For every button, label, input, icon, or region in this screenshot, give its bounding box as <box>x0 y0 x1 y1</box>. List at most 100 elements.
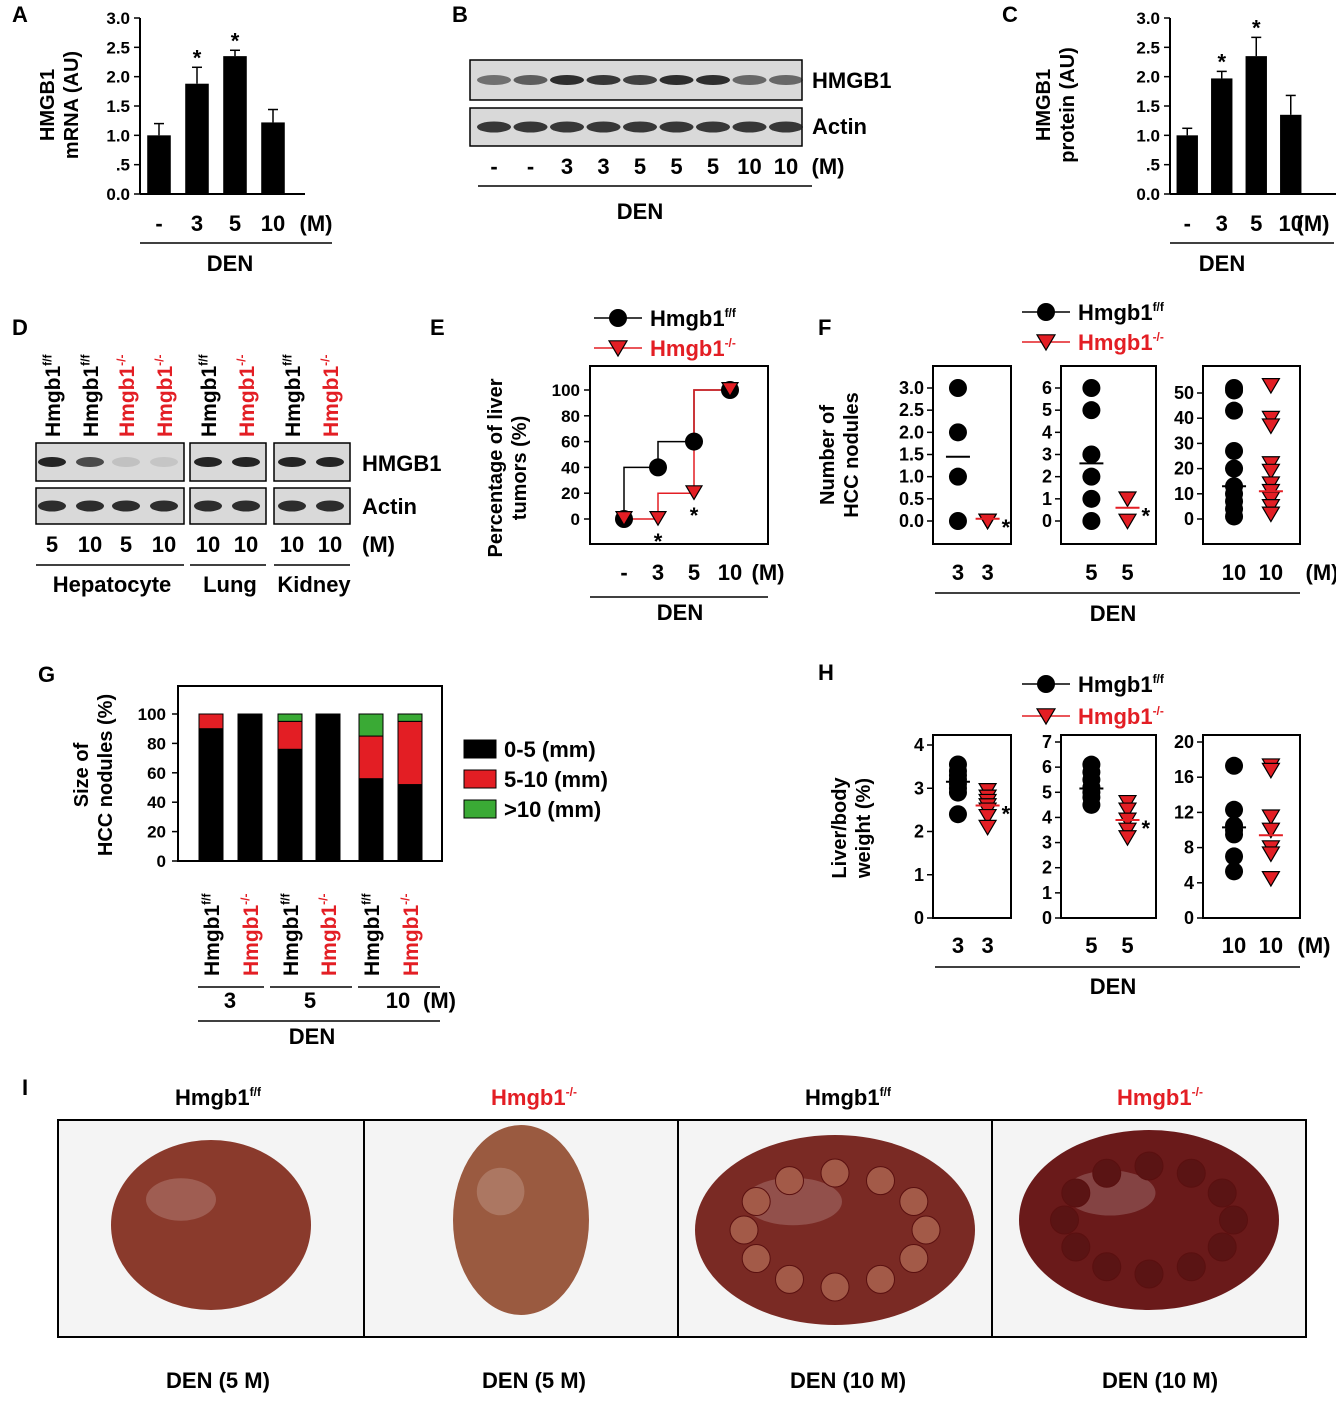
band-hmgb1 <box>477 75 511 85</box>
band-actin <box>76 500 104 512</box>
tumor-nodule <box>1092 1158 1122 1188</box>
unit-label: (M) <box>362 532 395 557</box>
bar-label: Hmgb1-/- <box>239 893 263 976</box>
point-ff <box>1225 381 1244 400</box>
unit-label: (M) <box>423 988 456 1013</box>
y-tick-label: 60 <box>147 764 166 783</box>
legend-label-ff: Hmgb1f/f <box>650 306 737 331</box>
y-tick-label: 0.0 <box>1136 185 1160 204</box>
point-ko <box>978 513 998 530</box>
bar <box>1280 114 1302 194</box>
y-tick-label: 50 <box>1174 383 1194 403</box>
y-tick-label: 3.0 <box>106 9 130 28</box>
point-ko <box>684 485 704 501</box>
y-axis-label-2: HCC nodules (%) <box>95 694 117 856</box>
significance-star: * <box>1217 49 1226 74</box>
band-label-hmgb1: HMGB1 <box>812 68 891 93</box>
x-tick-label: 3 <box>981 933 993 958</box>
tumor-nodule <box>1176 1158 1206 1188</box>
point-ff <box>948 783 967 802</box>
tumor-nodule <box>1061 1232 1091 1262</box>
panel-i: I Hmgb1f/f DEN (5 M) Hmgb1-/- DEN (5 M) Hmgb… <box>22 1075 1307 1393</box>
y-tick-label: 6 <box>1042 757 1052 777</box>
x-tick-label: 10 <box>1222 560 1246 585</box>
month-label: 10 <box>234 532 258 557</box>
bar-label: Hmgb1f/f <box>279 892 303 976</box>
y-tick-label: 20 <box>561 484 580 503</box>
y-tick-label: 1 <box>1042 883 1052 903</box>
bar <box>185 83 209 194</box>
point-ff <box>948 379 967 397</box>
point-ff <box>1082 379 1101 397</box>
point-ko <box>1261 822 1281 839</box>
point-ko <box>1117 513 1138 530</box>
liver-highlight <box>744 1177 842 1226</box>
tumor-nodule <box>1207 1232 1237 1262</box>
point-ff <box>1082 445 1101 464</box>
x-tick-label: 5 <box>1085 560 1097 585</box>
photo-caption: DEN (10 M) <box>1102 1368 1218 1393</box>
bar-segment <box>277 720 303 750</box>
band-actin <box>232 500 260 512</box>
tumor-nodule <box>1207 1178 1237 1208</box>
significance-star: * <box>193 45 202 70</box>
lane-label: - <box>527 154 534 179</box>
tumor-nodule <box>1134 1259 1164 1289</box>
liver-image <box>695 1135 975 1325</box>
x-tick-label: 5 <box>688 560 700 585</box>
point-ff <box>1082 467 1101 486</box>
bar-segment <box>277 748 303 862</box>
series-line-ko <box>624 389 730 520</box>
legend-label: 5-10 (mm) <box>504 767 608 792</box>
y-tick-label: 2.5 <box>899 400 924 420</box>
point-ko <box>1261 463 1281 480</box>
y-tick-label: 3 <box>1042 833 1052 853</box>
bar <box>1245 56 1267 195</box>
unit-label: (M) <box>1298 933 1331 958</box>
lane-label: Hmgb1f/f <box>197 353 221 437</box>
y-tick-label: .5 <box>1146 156 1160 175</box>
band-hmgb1 <box>513 75 548 85</box>
legend-label-ff: Hmgb1f/f <box>1078 672 1165 697</box>
group-label: DEN <box>1199 251 1245 276</box>
month-label: 5 <box>46 532 58 557</box>
legend-label-ko: Hmgb1-/- <box>1078 330 1164 355</box>
y-tick-label: 1.5 <box>106 97 130 116</box>
month-label-10: 10 <box>386 988 410 1013</box>
bar <box>1176 135 1198 194</box>
panel-letter: E <box>430 315 445 340</box>
y-tick-label: 4 <box>1042 807 1052 827</box>
bar-label: Hmgb1-/- <box>399 893 423 976</box>
bar-segment <box>397 784 423 862</box>
month-label: 10 <box>152 532 176 557</box>
tumor-nodule <box>820 1272 850 1302</box>
band-hmgb1 <box>316 457 344 467</box>
lane-label: 3 <box>561 154 573 179</box>
y-tick-label: 10 <box>1174 484 1194 504</box>
band-actin <box>586 121 621 133</box>
bar <box>1211 78 1233 194</box>
legend-swatch <box>463 739 497 759</box>
point-ko <box>1261 809 1281 826</box>
y-tick-label: 80 <box>147 734 166 753</box>
y-axis-label-1: HMGB1 <box>1033 69 1055 141</box>
point-ko <box>1261 846 1281 863</box>
panel-h: H Liver/body weight (%) Hmgb1f/f Hmgb1-/-… <box>818 660 1330 999</box>
y-tick-label: 20 <box>1174 459 1194 479</box>
y-tick-label: 2.0 <box>106 68 130 87</box>
bar <box>261 122 285 194</box>
point-ff <box>685 432 703 451</box>
y-tick-label: 1 <box>1042 489 1052 509</box>
point-ko <box>648 511 668 527</box>
x-tick-label: - <box>155 211 162 236</box>
y-axis-label-2: tumors (%) <box>509 416 531 520</box>
month-label: 10 <box>318 532 342 557</box>
point-ko <box>1261 506 1281 523</box>
photo-caption: DEN (5 M) <box>166 1368 270 1393</box>
point-ff <box>1225 401 1244 420</box>
x-tick-label: 3 <box>652 560 664 585</box>
unit-label: (M) <box>812 154 845 179</box>
band-hmgb1 <box>38 457 66 467</box>
band-actin <box>38 500 66 512</box>
tumor-nodule <box>1219 1205 1248 1235</box>
